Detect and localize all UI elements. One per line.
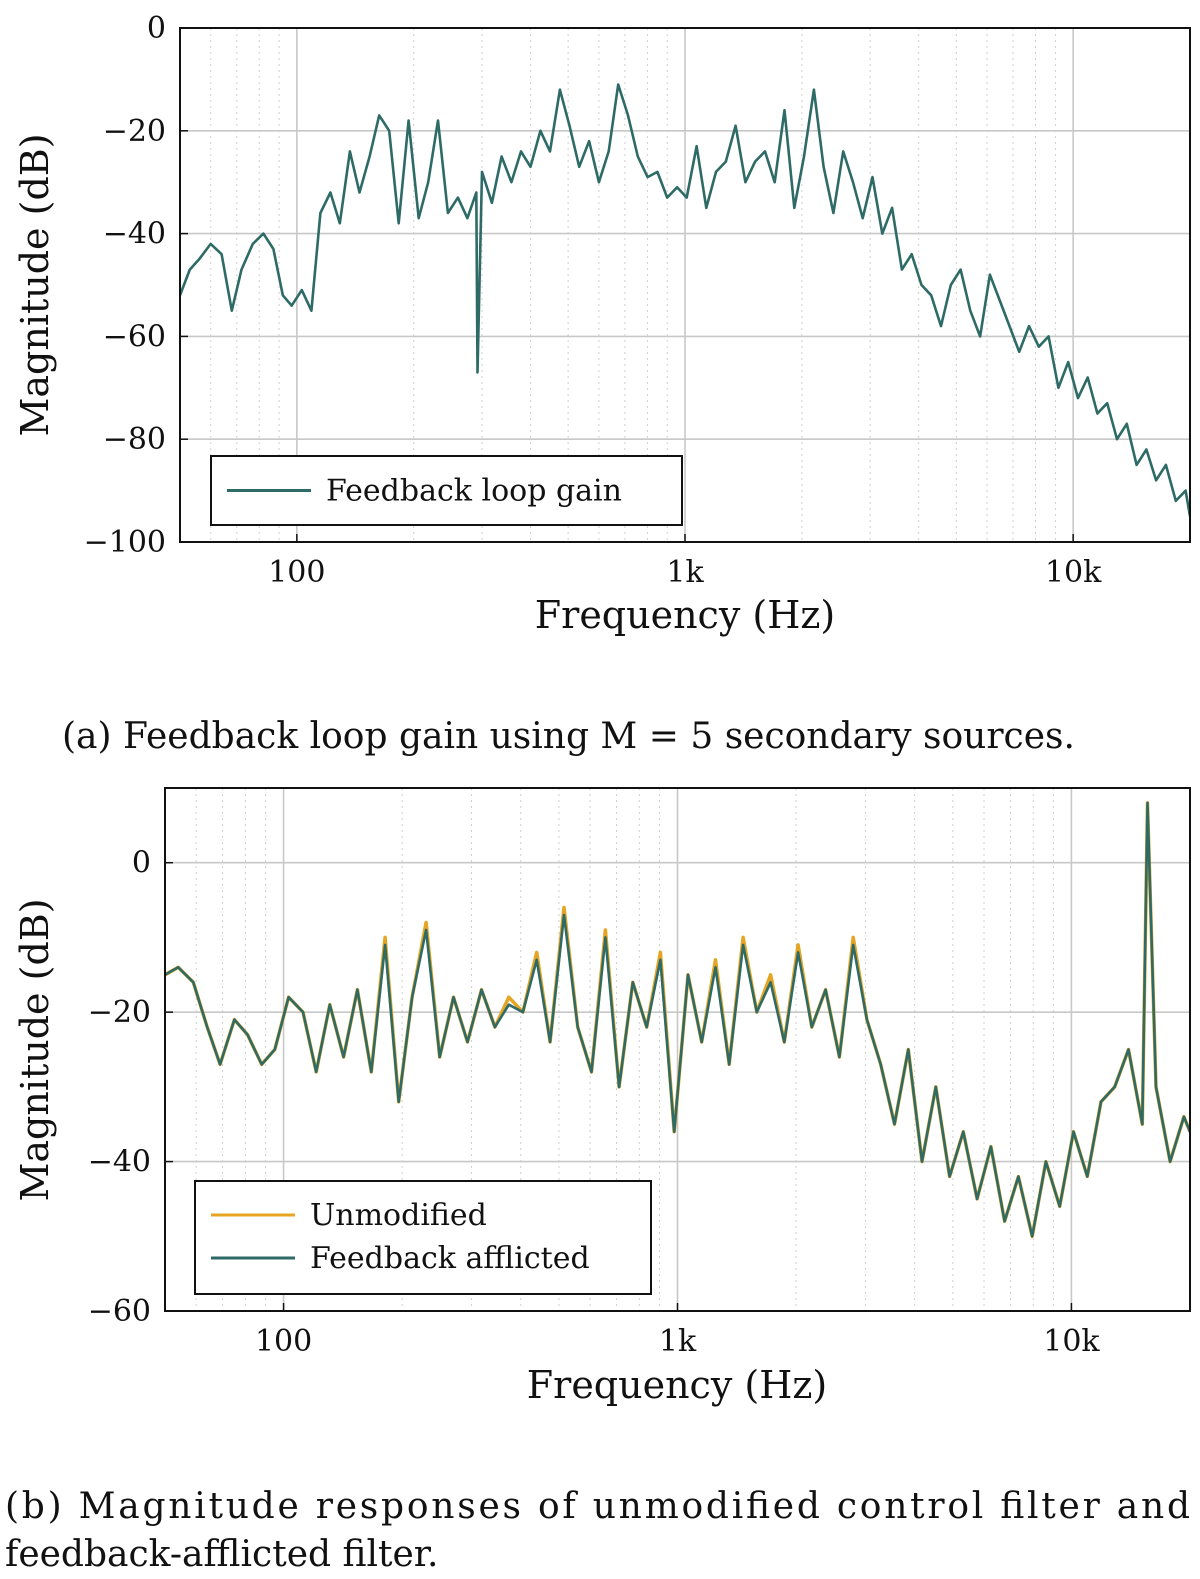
chart-a-series-feedback-loop-gain: [180, 83, 1190, 517]
chart-a-caption-text: (a) Feedback loop gain using M = 5 secon…: [62, 716, 1075, 757]
chart-a-xlabel: Frequency (Hz): [535, 593, 835, 637]
chart-a-y-tick-label: 0: [147, 11, 166, 46]
chart-b-y-tick-label: −20: [88, 995, 151, 1030]
chart-b-x-tick-label: 1k: [659, 1324, 697, 1359]
chart-a-y-tick-label: −80: [103, 422, 166, 457]
chart-a-legend-label: Feedback loop gain: [326, 474, 622, 509]
chart-b-legend-box: [194, 1180, 652, 1295]
chart-a-ylabel: Magnitude (dB): [13, 133, 57, 436]
chart-b-legend: Unmodified Feedback afflicted: [194, 1180, 652, 1295]
chart-b: 100 1k 10k 0 −20 −40 −60 Frequency (Hz) Magnit…: [5, 787, 1191, 1575]
chart-a: 100 1k 10k 0 −20 −40 −60 −80 −100 Frequency (Hz)…: [13, 11, 1191, 757]
chart-b-legend-label: Feedback afflicted: [310, 1241, 590, 1276]
chart-b-x-tick-label: 100: [255, 1324, 312, 1359]
chart-b-legend-label: Unmodified: [310, 1198, 487, 1233]
chart-b-series-feedback-afflicted: [165, 801, 1190, 1238]
chart-a-legend: Feedback loop gain: [210, 455, 683, 526]
chart-a-series: [180, 83, 1190, 517]
chart-a-y-tick-label: −60: [103, 319, 166, 354]
chart-b-ticks: 100 1k 10k 0 −20 −40 −60: [88, 846, 1101, 1359]
chart-b-y-tick-label: 0: [132, 846, 151, 881]
chart-b-y-tick-label: −60: [88, 1294, 151, 1329]
chart-b-caption: (b) Magnitude responses of unmodified co…: [5, 1486, 1190, 1575]
chart-a-y-tick-label: −100: [84, 525, 166, 560]
chart-a-x-tick-label: 1k: [666, 555, 704, 590]
chart-b-caption-line-1: (b) Magnitude responses of unmodified co…: [5, 1486, 1190, 1527]
chart-a-x-tick-label: 100: [268, 555, 325, 590]
chart-b-x-tick-label: 10k: [1043, 1324, 1100, 1359]
chart-b-y-tick-label: −40: [88, 1145, 151, 1180]
chart-a-y-tick-label: −40: [103, 217, 166, 252]
chart-a-ticks: 100 1k 10k 0 −20 −40 −60 −80 −100: [84, 11, 1103, 590]
chart-b-series: [165, 801, 1190, 1239]
chart-a-caption: (a) Feedback loop gain using M = 5 secon…: [62, 716, 1075, 757]
chart-b-ylabel: Magnitude (dB): [13, 898, 57, 1201]
chart-a-x-tick-label: 10k: [1045, 555, 1102, 590]
chart-a-y-tick-label: −20: [103, 114, 166, 149]
chart-b-xlabel: Frequency (Hz): [527, 1363, 827, 1407]
chart-b-caption-line-2: feedback-afflicted filter.: [5, 1534, 438, 1575]
